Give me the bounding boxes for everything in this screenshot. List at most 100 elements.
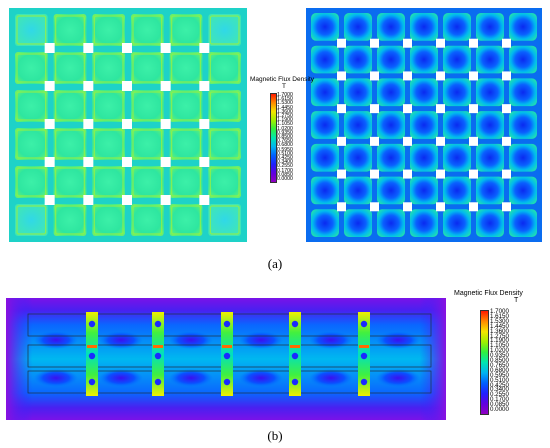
cell (443, 143, 471, 172)
cell (443, 111, 471, 139)
field-lobe (309, 369, 353, 387)
legend-a-title: Magnetic Flux Density (250, 76, 314, 83)
cell (443, 45, 471, 74)
cell-edge (55, 205, 85, 235)
column-hole (223, 378, 231, 386)
legend-tick-label: 0.1700 (277, 167, 293, 174)
cell (311, 13, 339, 41)
legend-tick-label: 1.7000 (277, 92, 293, 98)
junction (83, 81, 94, 91)
legend-tick-label: 0.2550 (277, 163, 293, 170)
legend-tick-label: 0.0000 (277, 176, 293, 182)
legend-tick-label: 1.1050 (490, 342, 509, 350)
cell (15, 166, 48, 198)
field-lobe (169, 369, 213, 387)
cell (509, 209, 537, 237)
cell (208, 14, 241, 46)
hot-spot (87, 345, 97, 348)
cell (344, 209, 372, 237)
cell-edge (16, 91, 47, 121)
column-hole (291, 352, 299, 360)
junction (44, 195, 55, 205)
cell (53, 128, 87, 160)
legend-tick-label: 0.5100 (277, 150, 293, 157)
cell (476, 45, 504, 74)
cell (410, 176, 438, 205)
field-lobe (239, 369, 283, 387)
cell-edge (132, 167, 163, 197)
field-lobe (376, 331, 420, 349)
legend-a-unit: T (282, 83, 286, 90)
junction (160, 119, 171, 129)
cell (311, 209, 339, 237)
junction (337, 169, 346, 179)
column-hole (223, 320, 231, 328)
cell-edge (171, 167, 201, 197)
junction (370, 71, 379, 81)
cell-edge (171, 53, 201, 83)
cell (92, 166, 125, 198)
legend-tick-label: 0.7650 (277, 138, 293, 145)
column-hole (154, 352, 162, 360)
junction (83, 157, 94, 167)
legend-a-ticks: 1.7000 1.6150 1.5300 1.4450 1.3600 1.2750 1.19… (277, 92, 305, 182)
legend-b-unit: T (514, 297, 519, 304)
legend-b-title: Magnetic Flux Density (454, 290, 523, 297)
legend-tick-label: 1.2750 (490, 332, 509, 340)
cell (476, 209, 504, 237)
legend-tick-label: 0.8500 (490, 357, 509, 364)
cell (476, 111, 504, 139)
cell (476, 78, 504, 107)
cell-edge (209, 129, 240, 159)
cell (344, 111, 372, 139)
legend-tick-label: 0.7650 (490, 361, 509, 369)
junction (122, 81, 132, 91)
cell-edge (209, 205, 240, 235)
cell-edge (16, 205, 47, 235)
cell (410, 209, 438, 237)
junction (370, 104, 379, 114)
legend-tick-label: 1.1050 (277, 121, 293, 128)
junction (337, 71, 346, 81)
junction (502, 202, 511, 212)
legend-tick-label: 1.3600 (277, 108, 293, 115)
junction (403, 38, 412, 48)
field-lobe (34, 331, 78, 349)
cell-edge (55, 15, 85, 45)
junction (469, 202, 478, 212)
legend-tick-label: 1.6150 (490, 312, 509, 320)
junction (44, 119, 55, 129)
junction (199, 119, 210, 129)
cell-edge (55, 53, 85, 83)
cell (53, 204, 87, 236)
left-flux-map (9, 8, 247, 242)
junction (160, 195, 171, 205)
cell (377, 13, 405, 41)
cell (92, 52, 125, 84)
legend-tick-label: 1.5300 (277, 100, 293, 107)
cell-edge (93, 205, 124, 235)
cell (377, 45, 405, 74)
junction (370, 136, 379, 146)
cell (208, 204, 241, 236)
cell-edge (93, 15, 124, 45)
cell (509, 78, 537, 107)
cell (208, 166, 241, 198)
cell (476, 13, 504, 41)
legend-tick-label: 0.5100 (490, 376, 509, 384)
junction (370, 202, 379, 212)
column-hole (291, 320, 299, 328)
legend-tick-label: 0.9350 (277, 129, 293, 136)
cell (169, 14, 203, 46)
column-hole (88, 320, 96, 328)
cell (311, 176, 339, 205)
cell (53, 166, 87, 198)
cell (509, 13, 537, 41)
cell-edge (171, 129, 201, 159)
junction (436, 71, 445, 81)
legend-tick-label: 1.4450 (490, 322, 509, 330)
cell-edge (55, 91, 85, 121)
junction (502, 71, 511, 81)
field-lobe (99, 369, 143, 387)
cell (131, 90, 164, 122)
